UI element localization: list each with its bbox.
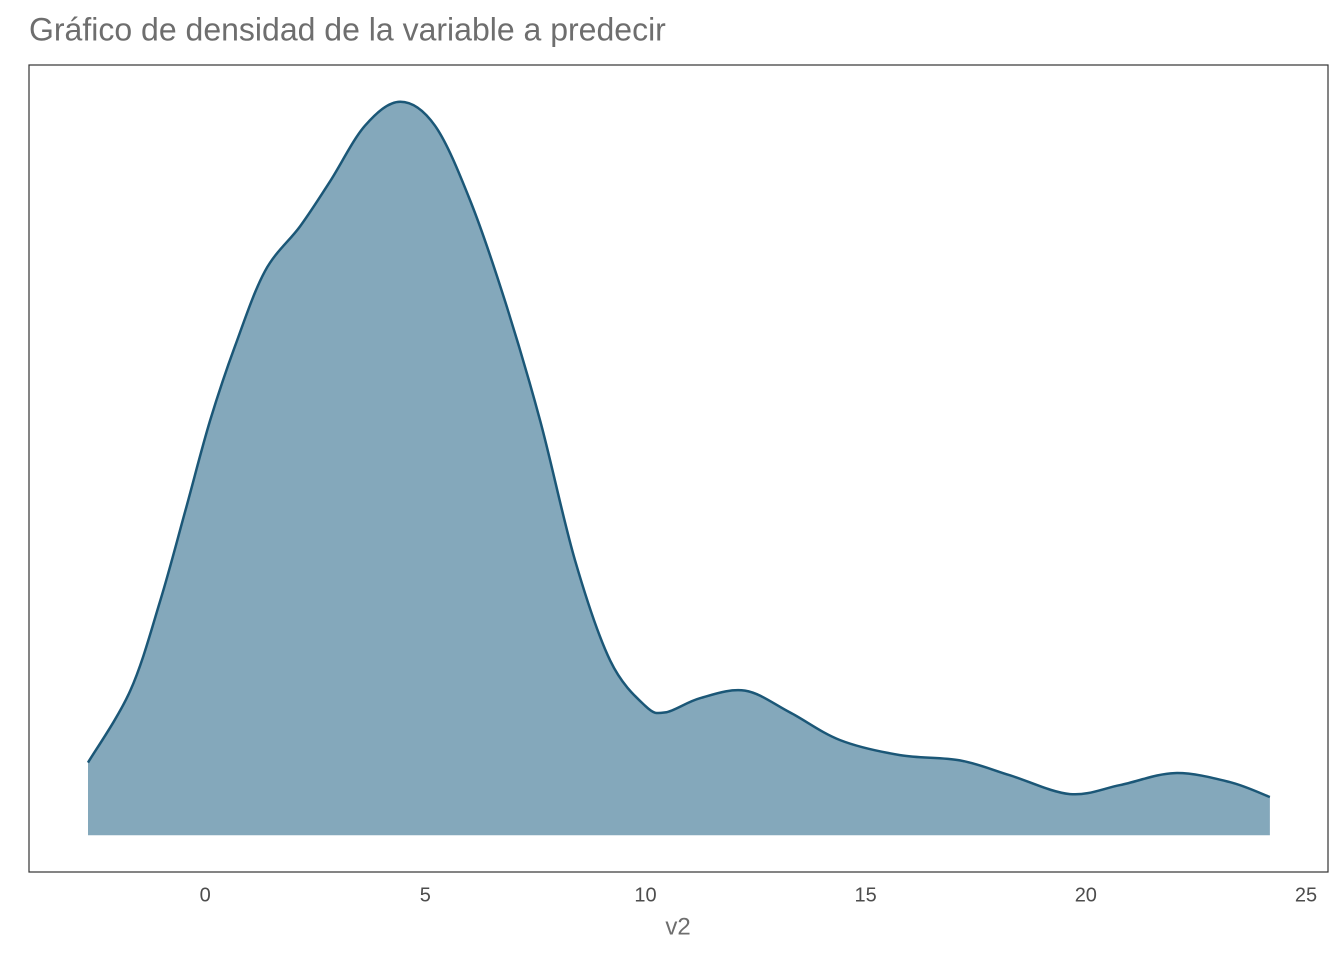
x-tick-label: 15 — [855, 884, 877, 906]
x-tick-label: 10 — [634, 884, 656, 906]
panel-border — [28, 64, 1329, 873]
x-tick-label: 5 — [420, 884, 431, 906]
x-tick-label: 25 — [1295, 884, 1317, 906]
chart-title: Gráfico de densidad de la variable a pre… — [29, 11, 666, 47]
x-axis-label: v2 — [665, 913, 690, 940]
density-area — [88, 101, 1270, 836]
x-tick-label: 0 — [200, 884, 211, 906]
x-tick-label: 20 — [1075, 884, 1097, 906]
density-line — [86, 100, 1271, 799]
